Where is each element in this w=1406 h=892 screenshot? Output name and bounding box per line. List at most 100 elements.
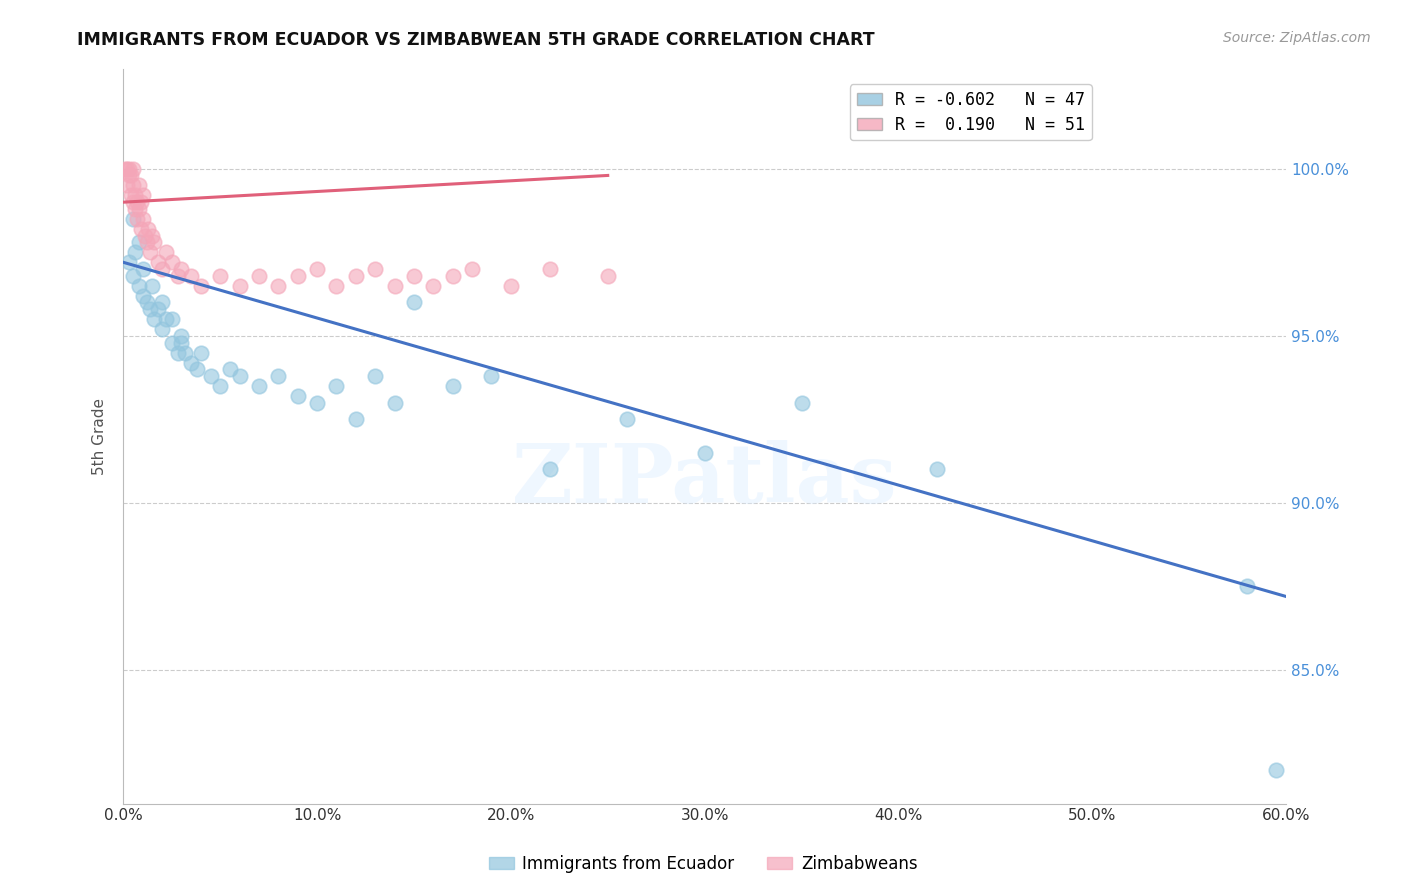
Point — [141, 228, 163, 243]
Point — [344, 412, 367, 426]
Point — [150, 295, 173, 310]
Point — [135, 235, 157, 250]
Point — [1236, 579, 1258, 593]
Point — [538, 462, 561, 476]
Point — [125, 211, 148, 226]
Point — [131, 188, 153, 202]
Point — [135, 295, 157, 310]
Point — [150, 262, 173, 277]
Point — [209, 268, 232, 283]
Point — [148, 302, 170, 317]
Point — [166, 268, 188, 283]
Legend: R = -0.602   N = 47, R =  0.190   N = 51: R = -0.602 N = 47, R = 0.190 N = 51 — [851, 84, 1091, 140]
Point — [402, 295, 425, 310]
Point — [461, 262, 484, 277]
Point — [124, 188, 146, 202]
Point — [364, 262, 387, 277]
Point — [120, 169, 142, 183]
Point — [141, 278, 163, 293]
Point — [247, 379, 270, 393]
Point — [1265, 763, 1288, 777]
Text: IMMIGRANTS FROM ECUADOR VS ZIMBABWEAN 5TH GRADE CORRELATION CHART: IMMIGRANTS FROM ECUADOR VS ZIMBABWEAN 5T… — [77, 31, 875, 49]
Point — [150, 322, 173, 336]
Point — [287, 389, 309, 403]
Point — [190, 278, 212, 293]
Point — [790, 395, 813, 409]
Point — [402, 268, 425, 283]
Point — [344, 268, 367, 283]
Point — [247, 268, 270, 283]
Point — [166, 345, 188, 359]
Point — [307, 395, 329, 409]
Point — [122, 268, 145, 283]
Point — [160, 335, 183, 350]
Point — [131, 289, 153, 303]
Point — [441, 379, 464, 393]
Point — [139, 245, 162, 260]
Point — [155, 312, 177, 326]
Point — [228, 368, 250, 383]
Point — [190, 345, 212, 359]
Point — [325, 278, 347, 293]
Point — [180, 355, 202, 369]
Point — [124, 245, 146, 260]
Point — [596, 268, 619, 283]
Point — [307, 262, 329, 277]
Point — [138, 222, 160, 236]
Legend: Immigrants from Ecuador, Zimbabweans: Immigrants from Ecuador, Zimbabweans — [482, 848, 924, 880]
Point — [209, 379, 232, 393]
Text: Source: ZipAtlas.com: Source: ZipAtlas.com — [1223, 31, 1371, 45]
Point — [180, 268, 202, 283]
Point — [115, 161, 138, 176]
Point — [139, 302, 162, 317]
Point — [481, 368, 503, 383]
Y-axis label: 5th Grade: 5th Grade — [93, 398, 107, 475]
Point — [538, 262, 561, 277]
Point — [131, 262, 153, 277]
Point — [267, 368, 290, 383]
Point — [125, 195, 148, 210]
Point — [693, 446, 716, 460]
Point — [325, 379, 347, 393]
Point — [118, 169, 141, 183]
Point — [124, 202, 146, 216]
Point — [148, 255, 170, 269]
Point — [143, 235, 166, 250]
Point — [134, 228, 156, 243]
Point — [170, 262, 193, 277]
Text: ZIPatlas: ZIPatlas — [512, 440, 897, 520]
Point — [122, 195, 145, 210]
Point — [170, 335, 193, 350]
Point — [499, 278, 522, 293]
Point — [122, 161, 145, 176]
Point — [128, 278, 150, 293]
Point — [384, 278, 406, 293]
Point — [160, 255, 183, 269]
Point — [129, 195, 152, 210]
Point — [128, 178, 150, 193]
Point — [118, 255, 141, 269]
Point — [128, 202, 150, 216]
Point — [120, 188, 142, 202]
Point — [364, 368, 387, 383]
Point — [122, 178, 145, 193]
Point — [422, 278, 444, 293]
Point — [160, 312, 183, 326]
Point — [200, 368, 222, 383]
Point — [122, 211, 145, 226]
Point — [927, 462, 949, 476]
Point — [174, 345, 197, 359]
Point — [118, 161, 141, 176]
Point — [129, 222, 152, 236]
Point — [155, 245, 177, 260]
Point — [170, 328, 193, 343]
Point — [115, 178, 138, 193]
Point — [441, 268, 464, 283]
Point — [186, 362, 208, 376]
Point — [131, 211, 153, 226]
Point — [228, 278, 250, 293]
Point — [267, 278, 290, 293]
Point — [384, 395, 406, 409]
Point — [114, 161, 136, 176]
Point — [616, 412, 638, 426]
